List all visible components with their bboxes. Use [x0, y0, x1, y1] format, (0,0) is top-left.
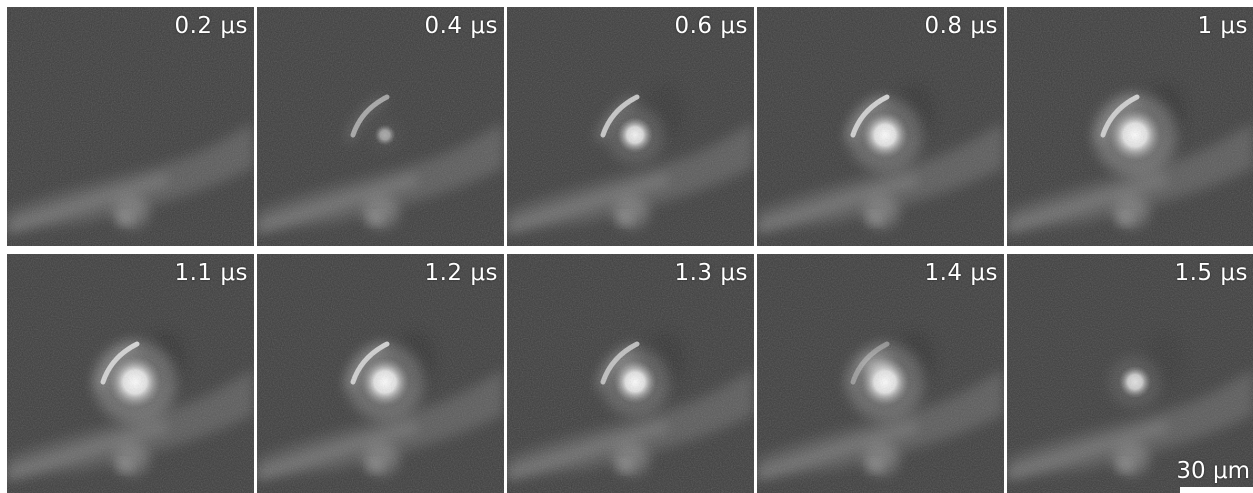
frame-5: 1 μs [1007, 7, 1253, 246]
frame-2: 0.4 μs [257, 7, 504, 246]
frame-1: 0.2 μs [7, 7, 254, 246]
micrograph-image [7, 254, 254, 493]
frame-9: 1.4 μs [757, 254, 1004, 493]
micrograph-image [507, 7, 754, 246]
micrograph-image [257, 7, 504, 246]
timestamp-label: 0.2 μs [174, 13, 248, 39]
timestamp-label: 1.2 μs [424, 260, 498, 286]
timestamp-label: 0.4 μs [424, 13, 498, 39]
frame-10: 1.5 μs 30 μm [1007, 254, 1253, 493]
timestamp-label: 0.8 μs [924, 13, 998, 39]
micrograph-image [1007, 7, 1253, 246]
scale-bar-label: 30 μm [1176, 458, 1250, 484]
timestamp-label: 0.6 μs [674, 13, 748, 39]
frame-sequence: 0.2 μs 0.4 μs 0.6 μs 0.8 μs 1 μs 1.1 μs 1.2 μs… [7, 7, 1253, 493]
frame-3: 0.6 μs [507, 7, 754, 246]
micrograph-image [257, 254, 504, 493]
frame-6: 1.1 μs [7, 254, 254, 493]
timestamp-label: 1.3 μs [674, 260, 748, 286]
micrograph-image [507, 254, 754, 493]
timestamp-label: 1 μs [1197, 13, 1248, 39]
frame-8: 1.3 μs [507, 254, 754, 493]
frame-4: 0.8 μs [757, 7, 1004, 246]
timestamp-label: 1.4 μs [924, 260, 998, 286]
micrograph-image [757, 254, 1004, 493]
micrograph-image [7, 7, 254, 246]
micrograph-image [1007, 254, 1253, 493]
frame-7: 1.2 μs [257, 254, 504, 493]
timestamp-label: 1.1 μs [174, 260, 248, 286]
micrograph-image [757, 7, 1004, 246]
timestamp-label: 1.5 μs [1174, 260, 1248, 286]
scale-bar [1180, 487, 1253, 493]
